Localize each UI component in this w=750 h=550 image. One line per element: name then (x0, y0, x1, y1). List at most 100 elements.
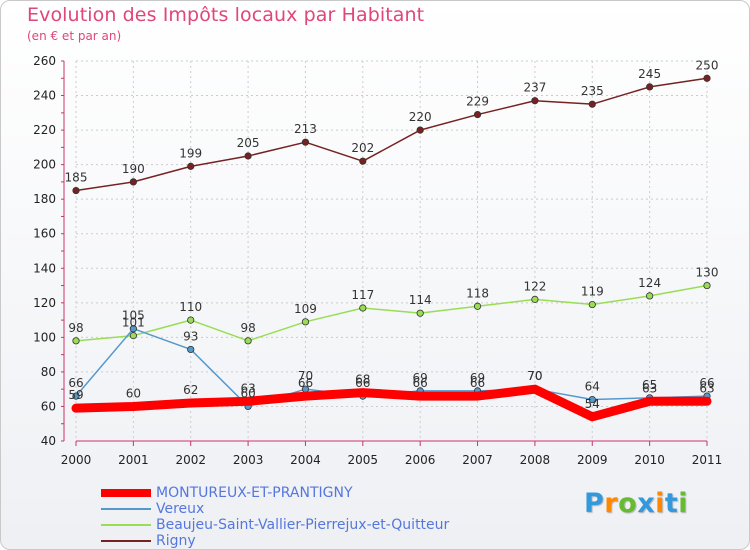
data-point (129, 178, 137, 186)
data-label: 245 (638, 67, 661, 81)
x-tick-label: 2000 (61, 453, 92, 467)
data-label: 70 (527, 369, 542, 383)
data-point (588, 100, 596, 108)
data-label: 110 (179, 300, 202, 314)
data-point (359, 304, 367, 312)
data-label: 66 (470, 376, 485, 390)
data-point (646, 83, 654, 91)
data-point (244, 152, 252, 160)
data-point (703, 74, 711, 82)
x-tick-label: 2006 (405, 453, 436, 467)
plot-area (76, 61, 707, 441)
data-point (473, 110, 482, 119)
data-point (588, 395, 596, 404)
legend-label: Vereux (156, 501, 205, 517)
x-tick-label: 2005 (348, 453, 379, 467)
legend-label: Rigny (156, 533, 196, 549)
series-line-0 (71, 384, 712, 422)
data-label: 69 (413, 371, 428, 385)
proxiti-logo: Proxiti (584, 488, 689, 519)
data-label: 205 (237, 136, 260, 150)
x-tick-label: 2003 (233, 453, 264, 467)
data-label: 65 (642, 378, 657, 392)
data-point (646, 292, 654, 300)
data-point (473, 302, 482, 310)
y-tick-label: 100 (33, 330, 56, 344)
legend-swatch (101, 524, 151, 526)
data-label: 109 (294, 302, 317, 316)
y-tick-label: 220 (33, 123, 56, 137)
legend-swatch (101, 540, 151, 542)
y-tick-label: 180 (33, 192, 56, 206)
data-label: 70 (527, 369, 542, 383)
data-label: 229 (466, 95, 489, 109)
data-label: 93 (183, 329, 198, 343)
y-tick-label: 140 (33, 261, 56, 275)
chart-title: Evolution des Impôts locaux par Habitant (27, 4, 425, 26)
data-label: 237 (523, 81, 546, 95)
data-label: 64 (585, 380, 600, 394)
x-tick-label: 2011 (692, 453, 723, 467)
y-tick-label: 120 (33, 296, 56, 310)
data-label: 98 (68, 321, 83, 335)
data-label: 124 (638, 276, 661, 290)
data-label: 66 (355, 376, 370, 390)
data-label: 199 (179, 146, 202, 160)
data-label: 68 (355, 373, 370, 387)
y-tick-label: 240 (33, 89, 56, 103)
data-point (416, 309, 424, 317)
data-point (187, 345, 195, 354)
data-label: 185 (65, 171, 88, 185)
data-point (244, 337, 252, 345)
x-tick-label: 2002 (175, 453, 206, 467)
data-point (531, 97, 539, 105)
data-label: 101 (122, 316, 145, 330)
data-point (531, 295, 539, 303)
data-label: 66 (298, 376, 313, 390)
y-tick-label: 160 (33, 227, 56, 241)
legend-swatch (101, 489, 151, 497)
data-point (187, 316, 195, 324)
x-tick-label: 2010 (634, 453, 665, 467)
data-label: 114 (409, 293, 432, 307)
data-point (129, 332, 137, 340)
data-label: 190 (122, 162, 145, 176)
data-label: 202 (351, 141, 374, 155)
data-label: 60 (126, 386, 141, 400)
data-point (588, 300, 596, 309)
legend-label: MONTUREUX-ET-PRANTIGNY (156, 485, 353, 501)
series-layer (71, 74, 712, 422)
data-label: 63 (240, 381, 255, 395)
axis-layer: 40 60 80 100 120 140 160 180 200 220 240 260 2000 200… (33, 54, 722, 467)
data-label: 70 (298, 369, 313, 383)
data-point (72, 337, 80, 345)
series-line-3 (75, 77, 708, 192)
y-tick-label: 80 (41, 365, 56, 379)
data-label: 60 (240, 386, 255, 400)
data-point (703, 281, 711, 290)
x-tick-label: 2001 (118, 453, 149, 467)
data-label: 69 (470, 371, 485, 385)
data-point (72, 392, 80, 400)
data-label: 235 (581, 84, 604, 98)
chart-subtitle: (en € et par an) (27, 29, 122, 43)
data-point (187, 162, 195, 170)
data-label: 66 (68, 376, 83, 390)
x-tick-label: 2007 (462, 453, 493, 467)
data-label: 66 (413, 376, 428, 390)
y-tick-label: 60 (41, 399, 56, 413)
y-tick-label: 260 (33, 54, 56, 68)
data-label: 213 (294, 122, 317, 136)
data-label: 63 (642, 381, 657, 395)
legend-swatch (101, 508, 151, 510)
data-label: 117 (351, 288, 374, 302)
data-point (72, 186, 80, 195)
data-label: 54 (585, 397, 600, 411)
data-label: 105 (122, 309, 145, 323)
data-label: 62 (183, 383, 198, 397)
data-label: 66 (699, 376, 714, 390)
data-label: 98 (240, 321, 255, 335)
series-line-2 (75, 284, 708, 342)
